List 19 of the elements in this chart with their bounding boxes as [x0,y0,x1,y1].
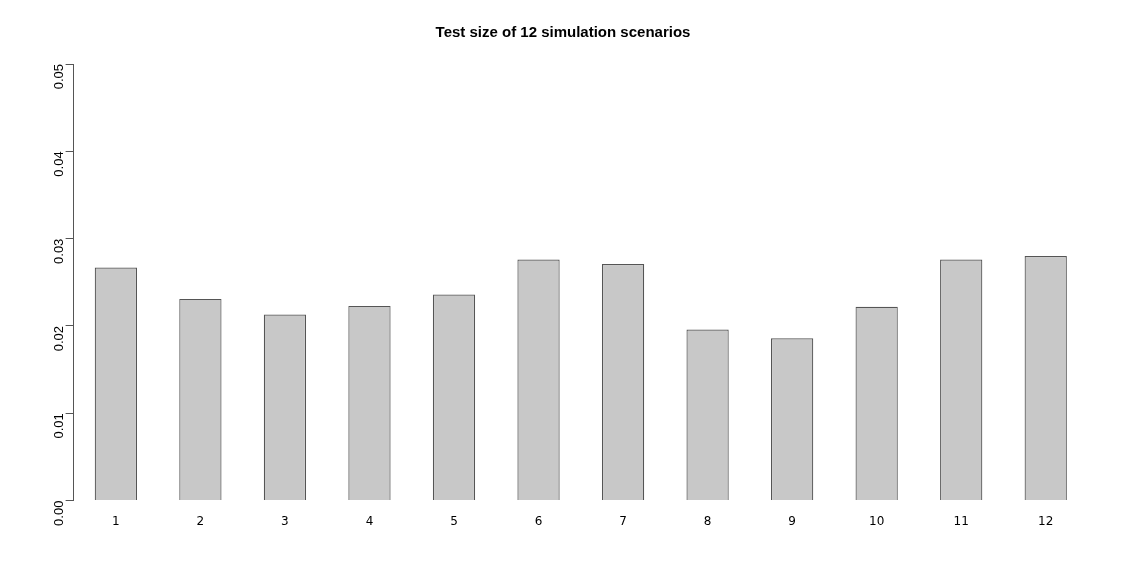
y-tick-label: 0.04 [51,151,67,177]
x-tick-label: 8 [703,513,712,528]
x-tick-label: 10 [869,513,885,528]
y-tick-label: 0.05 [51,64,67,90]
x-tick-label: 6 [534,513,543,528]
y-tick-label: 0.01 [51,413,67,439]
x-tick-label: 5 [450,513,458,528]
y-tick-label: 0.02 [51,325,67,352]
y-tick-label: 0.00 [51,500,67,526]
x-tick-label: 1 [112,513,120,528]
x-tick-label: 9 [788,513,796,528]
x-tick-label: 11 [953,513,969,528]
x-tick-label: 7 [619,513,627,528]
chart-title: Test size of 12 simulation scenarios [435,23,691,41]
y-tick-label: 0.03 [51,238,67,264]
x-tick-label: 3 [281,513,289,528]
x-tick-label: 2 [196,513,205,528]
x-tick-label: 4 [365,513,374,528]
x-tick-label: 12 [1038,513,1054,528]
